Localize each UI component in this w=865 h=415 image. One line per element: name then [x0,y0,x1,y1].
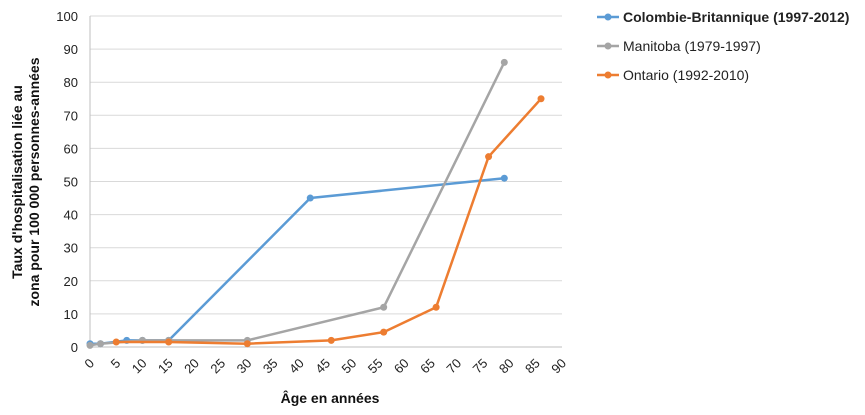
series-1 [86,58,508,349]
series-0 [86,174,508,348]
legend-label: Ontario (1992-2010) [623,67,749,83]
x-tick-label: 55 [365,356,386,377]
data-point [500,58,508,66]
y-tick-label: 90 [64,42,78,57]
data-point [380,328,388,336]
legend-swatch-marker [604,42,612,50]
x-tick-label: 0 [81,356,97,372]
x-tick-label: 60 [391,356,412,377]
x-tick-labels: 0 5 10 15 20 25 30 35 40 45 50 55 60 65 70 75 80 85 90 [81,356,569,377]
x-tick-label: 35 [260,356,281,377]
y-tick-label: 30 [64,241,78,256]
y-tick-label: 50 [64,175,78,190]
x-tick-label: 90 [548,356,569,377]
legend-item: Colombie-Britannique (1997-2012) [597,9,849,25]
x-tick-label: 75 [470,356,491,377]
legend-label: Colombie-Britannique (1997-2012) [623,9,849,25]
y-tick-label: 80 [64,75,78,90]
data-point [537,95,545,103]
x-tick-label: 45 [312,356,333,377]
x-tick-label: 15 [155,356,176,377]
series-line [88,61,506,347]
x-tick-label: 50 [339,356,360,377]
data-point [86,341,94,349]
data-point [485,153,493,161]
series-2 [112,95,545,348]
data-point [96,340,104,348]
y-axis-title-line-2: zona pour 100 000 personnes-années [26,57,42,306]
axes [89,16,562,348]
y-tick-label: 20 [64,274,78,289]
y-tick-label: 100 [56,9,78,24]
data-point [112,338,120,346]
data-point [500,174,508,182]
data-point [380,303,388,311]
y-tick-label: 40 [64,208,78,223]
series-layer [86,58,545,349]
legend-swatch-marker [604,13,612,21]
x-tick-label: 30 [234,356,255,377]
series-line [88,176,506,345]
series-line [114,97,543,345]
data-point [165,338,173,346]
x-tick-label: 5 [108,356,124,372]
x-tick-label: 70 [443,356,464,377]
x-tick-label: 80 [496,356,517,377]
x-tick-label: 85 [522,356,543,377]
legend-swatch-marker [604,71,612,79]
data-point [432,303,440,311]
data-point [243,340,251,348]
legend-item: Ontario (1992-2010) [597,67,749,83]
y-tick-label: 60 [64,141,78,156]
x-axis-title: Âge en années [281,389,380,406]
y-tick-labels: 0 10 20 30 40 50 60 70 80 90 100 [56,9,78,355]
y-tick-label: 0 [71,340,78,355]
x-tick-label: 10 [129,356,150,377]
data-point [327,336,335,344]
x-tick-label: 20 [181,356,202,377]
legend-item: Manitoba (1979-1997) [597,38,761,54]
data-point [306,194,314,202]
y-axis-title-line-1: Taux d'hospitalisation liée au [9,85,25,279]
x-tick-label: 40 [286,356,307,377]
y-axis-title: Taux d'hospitalisation liée au zona pour… [9,57,42,306]
gridlines [90,15,562,315]
x-tick-label: 65 [417,356,438,377]
y-tick-label: 10 [64,307,78,322]
y-tick-label: 70 [64,108,78,123]
legend-label: Manitoba (1979-1997) [623,38,761,54]
x-tick-label: 25 [207,356,228,377]
legend: Colombie-Britannique (1997-2012) Manitoba… [597,9,849,83]
